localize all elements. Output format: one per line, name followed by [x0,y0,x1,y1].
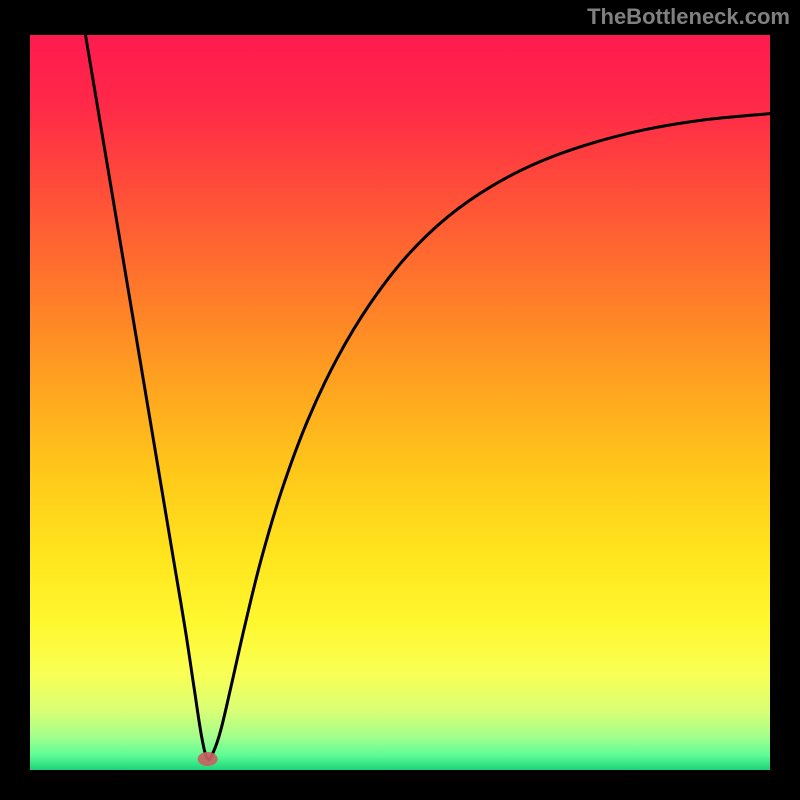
bottleneck-chart [30,35,770,770]
optimum-marker [198,752,218,766]
chart-frame: TheBottleneck.com [0,0,800,800]
plot-area [30,35,770,770]
watermark-text: TheBottleneck.com [587,4,790,30]
gradient-background [30,35,770,770]
